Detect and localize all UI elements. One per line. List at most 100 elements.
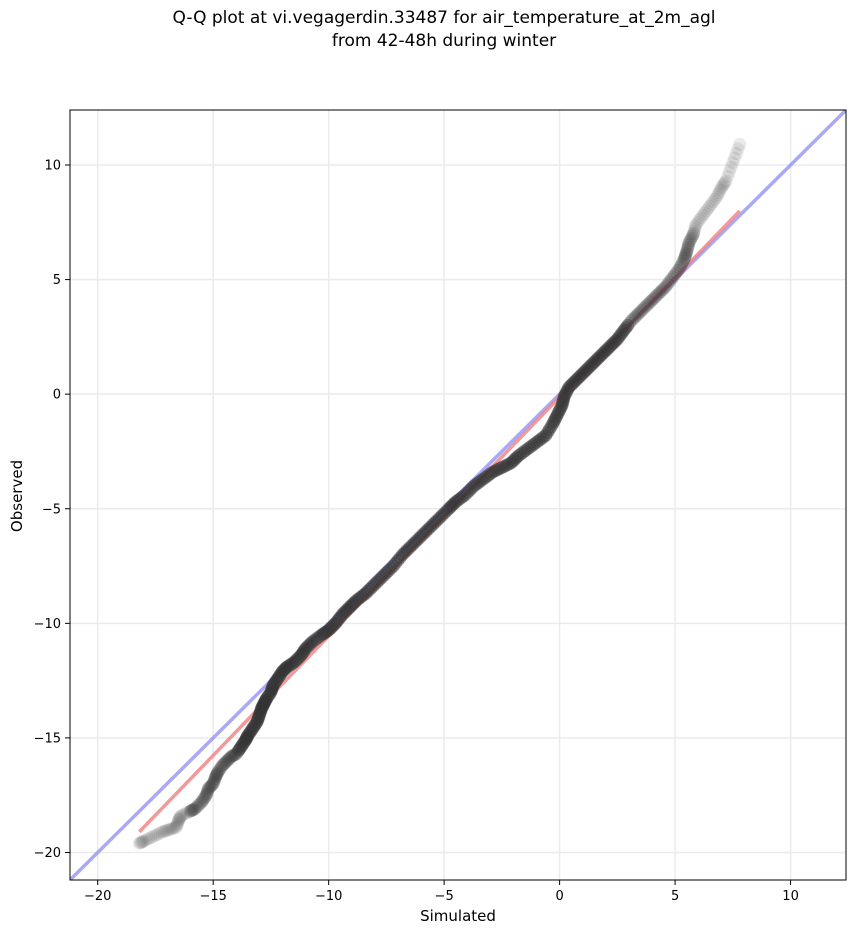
quantile-point — [210, 766, 224, 780]
quantile-point — [571, 372, 585, 386]
quantile-point — [451, 493, 465, 507]
quantile-point — [553, 403, 567, 417]
quantile-point — [284, 658, 298, 672]
quantile-point — [419, 525, 433, 539]
quantile-point — [405, 538, 419, 552]
y-tick-label: −20 — [34, 846, 61, 861]
quantile-point — [488, 464, 502, 478]
quantile-point — [274, 666, 288, 680]
quantile-point — [215, 758, 229, 772]
quantile-point — [638, 300, 652, 314]
quantile-point — [151, 827, 165, 841]
quantile-point — [509, 451, 523, 465]
x-tick-label: 5 — [671, 889, 679, 904]
quantile-point — [133, 836, 147, 850]
quantile-point — [460, 486, 474, 500]
quantile-point — [196, 793, 210, 807]
quantile-point — [210, 768, 224, 782]
quantile-point — [259, 692, 273, 706]
reference-lines — [70, 110, 846, 880]
quantile-point — [694, 211, 708, 225]
quantile-point — [310, 631, 324, 645]
quantile-point — [554, 401, 568, 415]
quantile-point — [403, 541, 416, 555]
quantile-point — [577, 365, 591, 379]
quantile-point — [290, 652, 304, 666]
quantile-point — [327, 618, 341, 632]
quantile-point — [157, 824, 171, 838]
quantile-point — [201, 783, 215, 797]
quantile-point — [323, 621, 337, 635]
quantile-point — [652, 286, 666, 300]
quantile-point — [717, 177, 731, 191]
quantile-point — [703, 199, 717, 213]
quantile-point — [257, 697, 271, 711]
quantile-point — [258, 694, 272, 708]
quantile-point — [591, 351, 605, 365]
quantile-point — [668, 268, 682, 282]
quantile-point — [685, 229, 699, 243]
quantile-point — [199, 788, 213, 802]
quantile-point — [174, 809, 188, 823]
x-tick-label: 10 — [782, 889, 799, 904]
quantile-point — [230, 745, 244, 759]
plot-frame — [69, 109, 847, 881]
quantile-point — [349, 593, 363, 607]
quantile-point — [617, 323, 631, 337]
quantile-point — [557, 392, 571, 406]
x-tick-label: −10 — [315, 889, 342, 904]
quantile-point — [368, 577, 382, 591]
quantile-point — [161, 823, 175, 837]
quantile-point — [153, 826, 167, 840]
quantile-point — [681, 241, 695, 254]
axis-ticks: −20 −15 −10 −5 0 5 10 −20 −15 −10 −5 0 5 10 — [34, 159, 799, 905]
quantile-point — [218, 756, 232, 770]
quantile-point — [539, 428, 553, 442]
quantile-point — [676, 254, 690, 268]
quantile-point — [719, 174, 733, 188]
quantile-point — [254, 703, 268, 717]
quantile-point — [266, 680, 280, 694]
quantile-point — [662, 275, 676, 289]
grid — [70, 110, 846, 880]
quantile-point — [549, 410, 563, 424]
quantile-point — [689, 218, 703, 232]
quantile-point — [449, 495, 463, 509]
quantile-point — [598, 344, 612, 358]
quantile-point — [265, 682, 279, 696]
quantile-point — [384, 561, 398, 575]
quantile-point — [356, 588, 370, 602]
quantile-point — [534, 432, 548, 446]
quantile-point — [586, 356, 600, 370]
quantile-point — [297, 643, 311, 657]
quantile-point — [673, 261, 687, 275]
quantile-point — [453, 491, 467, 505]
quantile-point — [572, 370, 586, 384]
quantile-point — [574, 368, 588, 382]
quantile-point — [502, 457, 516, 471]
quantile-point — [443, 500, 457, 514]
quantile-point — [279, 661, 293, 675]
quantile-point — [289, 654, 303, 668]
quantile-point — [304, 636, 318, 650]
quantile-point — [275, 664, 289, 678]
quantile-point — [513, 447, 527, 461]
quantile-point — [318, 626, 332, 639]
quantile-point — [447, 497, 461, 511]
quantile-point — [170, 819, 184, 833]
quantile-point — [687, 227, 701, 241]
quantile-point — [225, 749, 239, 763]
quantile-point — [266, 678, 280, 692]
quantile-point — [256, 699, 270, 713]
quantile-point — [476, 472, 490, 486]
quantile-point — [688, 220, 702, 234]
quantile-point — [235, 738, 249, 752]
quantile-point — [264, 685, 278, 699]
quantile-point — [666, 270, 680, 284]
quantile-point — [237, 735, 251, 749]
quantile-point — [647, 291, 661, 305]
y-tick-label: −10 — [34, 617, 61, 632]
quantile-point — [474, 474, 488, 488]
quantile-point — [285, 656, 299, 670]
